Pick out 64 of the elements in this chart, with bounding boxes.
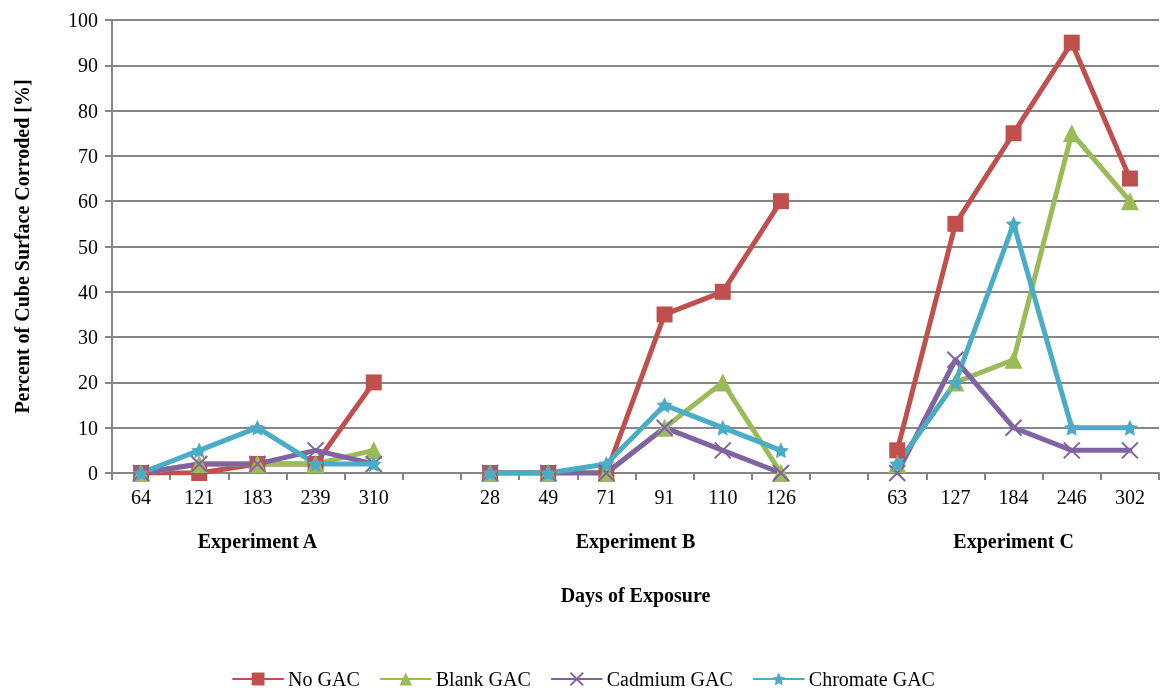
point (888, 464, 907, 482)
y-tick-label: 40 (78, 280, 98, 303)
point (889, 442, 906, 459)
point (656, 397, 673, 414)
point (1004, 418, 1023, 437)
legend-label: No GAC (288, 668, 360, 690)
point (946, 350, 965, 369)
x-tick-label: 49 (538, 486, 559, 508)
y-tick-label: 30 (78, 326, 98, 349)
point (1121, 419, 1138, 436)
x-tick-label: 91 (654, 486, 675, 508)
point (713, 373, 732, 392)
x-tick-label: 239 (300, 486, 331, 508)
x-tick-label: 64 (131, 486, 152, 508)
text: Experiment B (575, 530, 696, 553)
point (1120, 192, 1139, 211)
y-axis-title: Percent of Cube Surface Corroded [%] (11, 79, 33, 414)
point (713, 441, 732, 460)
point (306, 441, 325, 460)
y-tick-label: 20 (78, 371, 98, 394)
text: Experiment A (197, 530, 318, 553)
point (1005, 215, 1022, 232)
point (947, 215, 964, 232)
x-tick-label: 28 (480, 486, 501, 508)
y-tick-label: 0 (88, 462, 98, 484)
point (1004, 350, 1023, 369)
point (772, 193, 789, 210)
point (714, 283, 731, 300)
y-tick-label: 10 (78, 416, 98, 439)
point (1063, 419, 1080, 436)
x-tick-label: 126 (765, 486, 796, 508)
point (1062, 124, 1081, 143)
x-tick-label: 183 (242, 486, 273, 508)
point (191, 442, 208, 459)
x-tick-label: 63 (887, 486, 908, 508)
legend-label: Chromate GAC (808, 668, 935, 690)
x-tick-label: 302 (1114, 486, 1145, 508)
point (365, 374, 382, 391)
y-tick-label: 50 (78, 235, 98, 258)
point (249, 419, 266, 436)
point (1063, 34, 1080, 51)
x-axis-title: Days of Exposure (560, 584, 711, 607)
y-tick-label: 60 (78, 190, 98, 213)
y-tick-label: 90 (78, 54, 98, 77)
y-tick-label: 70 (78, 144, 98, 167)
x-tick-label: 71 (596, 486, 617, 508)
legend-label: Cadmium GAC (606, 668, 733, 690)
x-tick-label: 246 (1056, 486, 1087, 508)
point (598, 455, 615, 472)
legend-label: Blank GAC (435, 668, 531, 690)
x-tick-label: 310 (358, 486, 389, 508)
point (772, 442, 789, 459)
y-tick-label: 100 (68, 9, 98, 31)
x-tick-label: 121 (184, 486, 215, 508)
x-tick-label: 110 (708, 486, 738, 508)
point (1121, 170, 1138, 187)
y-tick-label: 80 (78, 99, 98, 122)
point (1005, 125, 1022, 142)
x-tick-label: 127 (940, 486, 971, 508)
text: Experiment C (953, 530, 1074, 553)
point (1120, 441, 1139, 460)
point (656, 306, 673, 323)
x-tick-label: 184 (998, 486, 1029, 508)
point (1062, 441, 1081, 460)
